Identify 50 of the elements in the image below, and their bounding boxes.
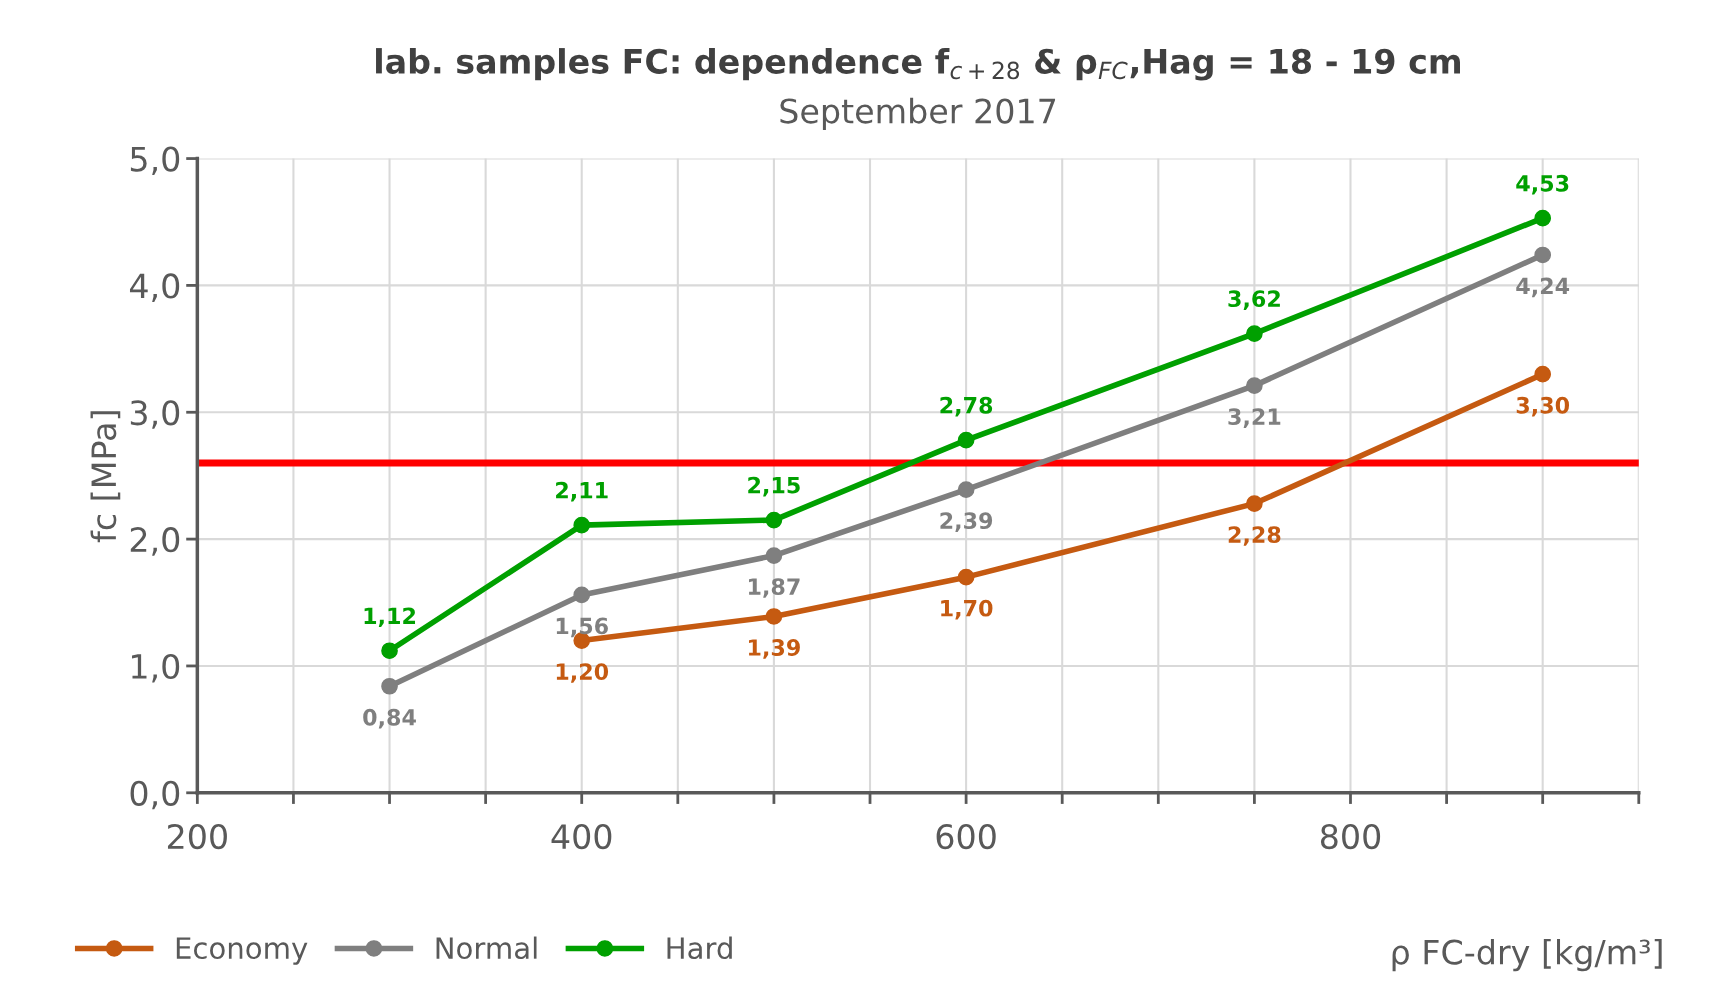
- y-tick-label: 3,0: [130, 400, 180, 429]
- data-label: 1,39: [749, 639, 800, 659]
- point: [1246, 377, 1263, 394]
- point: [765, 511, 783, 529]
- chart-subtitle: September 2017: [780, 97, 1056, 131]
- point: [381, 642, 398, 660]
- point: [1246, 325, 1263, 342]
- data-label: 3,62: [1228, 290, 1280, 310]
- y-axis-title: fc [MPa]: [90, 411, 121, 543]
- point: [765, 547, 783, 564]
- chart-title: lab. samples FC: dependence f$_{c+28}$ & ρ$_{FC}$,Hag = 18 - 19 cm: [376, 48, 1460, 81]
- point: [957, 431, 975, 449]
- legend-label: Normal: [436, 936, 537, 960]
- x-tick-label: 800: [1320, 823, 1381, 850]
- y-tick-label: 1,0: [132, 653, 180, 683]
- data-label: 1,20: [556, 663, 609, 683]
- data-label: 2,39: [940, 512, 993, 532]
- point: [1534, 246, 1552, 264]
- x-tick-label: 200: [167, 823, 227, 850]
- data-label: 0,84: [363, 708, 416, 729]
- data-label: 2,78: [940, 396, 993, 417]
- point: [573, 586, 591, 604]
- data-label: 4,24: [1516, 277, 1570, 298]
- data-label: 1,12: [364, 607, 416, 628]
- point: [957, 481, 975, 498]
- data-label: 2,11: [556, 481, 608, 502]
- legend-label: Hard: [667, 936, 732, 960]
- point: [1534, 209, 1552, 227]
- y-tick-label: 2,0: [130, 527, 180, 556]
- y-tick-label: 4,0: [129, 273, 180, 302]
- data-label: 1,70: [941, 599, 993, 620]
- point: [573, 516, 591, 534]
- data-label: 4,53: [1516, 174, 1569, 195]
- x-tick-label: 600: [936, 823, 996, 850]
- data-label: 2,15: [748, 476, 800, 497]
- point: [381, 677, 398, 695]
- data-label: 1,87: [749, 578, 800, 598]
- y-tick-label: 0,0: [130, 780, 180, 810]
- point: [957, 568, 975, 586]
- point: [765, 608, 783, 625]
- data-label: 3,21: [1228, 408, 1281, 428]
- legend-label: Economy: [176, 937, 308, 965]
- data-label: 1,56: [556, 617, 608, 638]
- data-label: 2,28: [1228, 526, 1281, 546]
- x-tick-label: 400: [551, 823, 612, 850]
- x-axis-title: ρ FC-dry [kg/m³]: [1392, 938, 1662, 972]
- data-label: 3,30: [1516, 396, 1570, 417]
- y-tick-label: 5,0: [130, 146, 180, 176]
- point: [1534, 365, 1552, 383]
- point: [1246, 495, 1263, 512]
